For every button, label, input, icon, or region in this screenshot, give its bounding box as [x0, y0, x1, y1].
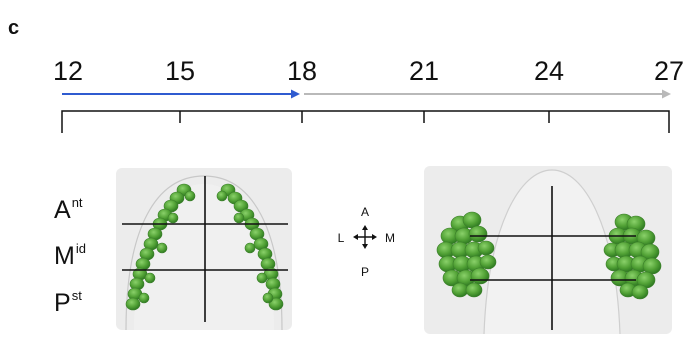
- tissue-image-late: [424, 166, 672, 334]
- cell-cluster-right-arch: [216, 183, 284, 311]
- tick-label-12: 12: [52, 56, 84, 86]
- compass-arrow-down: [362, 244, 368, 249]
- region-grid-lines-early: [122, 176, 288, 322]
- compass-label-medial: M: [385, 231, 395, 245]
- orientation-compass: [353, 225, 377, 249]
- tick-label-21: 21: [408, 56, 440, 86]
- region-grid-lines-late: [470, 186, 636, 330]
- compass-arrow-up: [362, 225, 368, 230]
- time-bracket: [61, 110, 670, 133]
- cell-cluster-left-lateral: [436, 211, 497, 298]
- tissue-outline: [125, 175, 283, 330]
- region-label-middle: Mid: [54, 241, 86, 270]
- tissue-image-early: [116, 168, 292, 330]
- tick-label-18: 18: [286, 56, 318, 86]
- tick-label-15: 15: [164, 56, 196, 86]
- compass-label-anterior: A: [360, 205, 369, 219]
- cell-cluster-right-lateral: [603, 213, 662, 300]
- compass-arrow-right: [372, 234, 377, 240]
- compass-label-posterior: P: [360, 265, 369, 279]
- panel-label: c: [8, 17, 20, 39]
- tick-label-27: 27: [653, 56, 685, 86]
- tick-label-24: 24: [533, 56, 565, 86]
- compass-arrow-left: [353, 234, 358, 240]
- region-label-anterior: Ant: [54, 195, 83, 224]
- timeline: [61, 89, 671, 133]
- remaining-arrowhead: [662, 89, 671, 99]
- compass-label-lateral: L: [337, 231, 345, 245]
- region-label-posterior: Pst: [54, 288, 82, 317]
- progress-arrowhead: [291, 89, 300, 99]
